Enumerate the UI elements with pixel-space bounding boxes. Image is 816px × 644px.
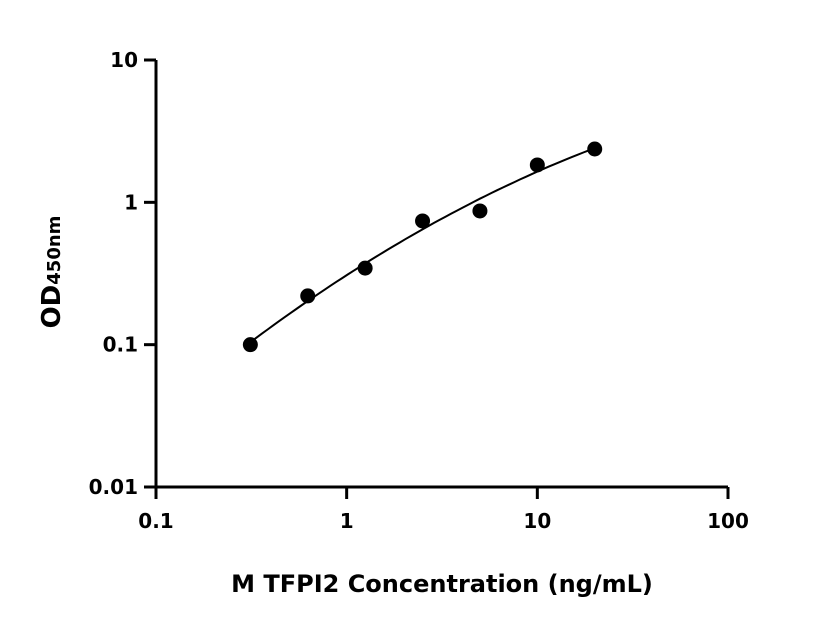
data-point [587,141,603,157]
x-tick-label: 100 [707,509,749,533]
data-point [357,260,373,276]
x-tick-label: 1 [340,509,354,533]
y-tick-label: 0.01 [89,475,138,499]
x-axis-label: M TFPI2 Concentration (ng/mL) [231,570,653,598]
y-axis-label-sub: 450nm [44,216,65,285]
fit-curve [249,147,596,343]
data-point [529,157,545,173]
y-axis-label: OD450nm [37,216,67,329]
data-point [415,213,431,229]
data-point [472,203,488,219]
data-point [300,288,316,304]
fit-curve-group [249,147,596,343]
data-points [242,141,603,353]
y-tick-label: 10 [110,48,138,72]
y-tick-label: 1 [124,190,138,214]
svg-text:OD450nm: OD450nm [37,216,67,329]
x-tick-label: 0.1 [138,509,173,533]
x-tick-label: 10 [523,509,551,533]
data-point [242,337,258,353]
y-tick-label: 0.1 [103,333,138,357]
y-axis-label-main: OD [37,285,67,329]
